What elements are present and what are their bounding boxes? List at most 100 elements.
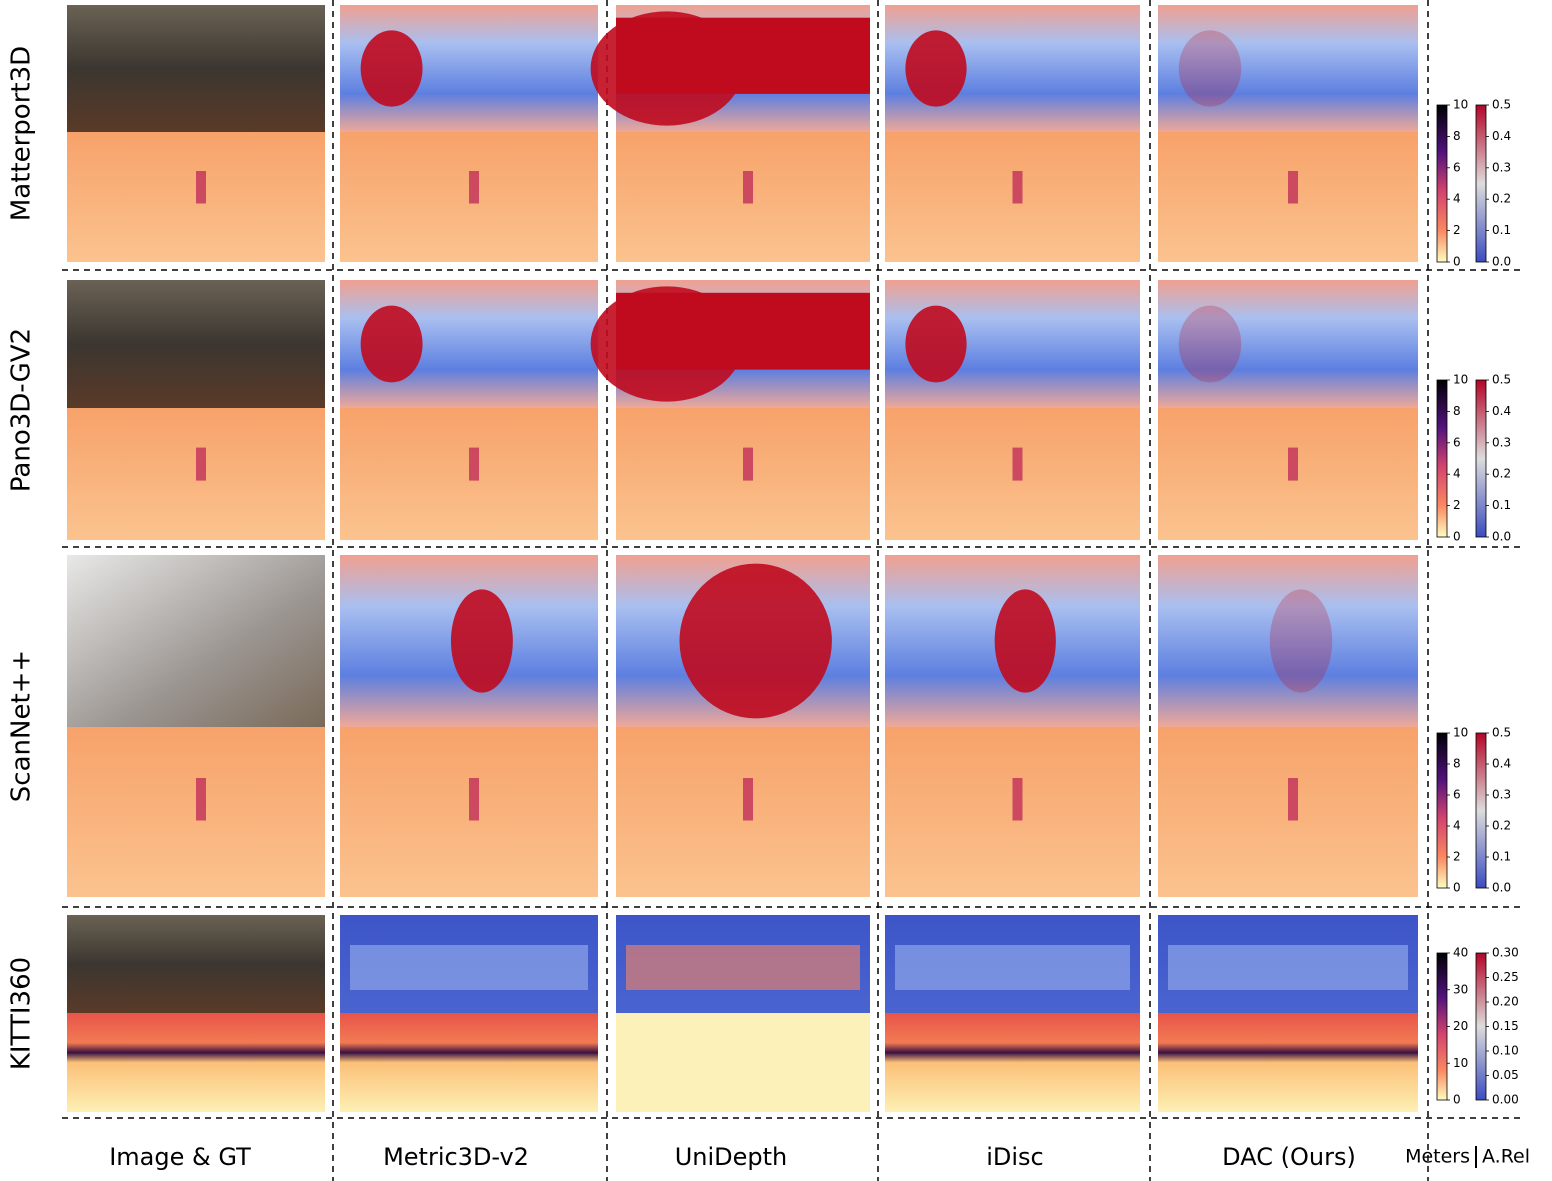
error-points	[626, 945, 860, 990]
colorbar-tick-label: 0.4	[1492, 404, 1511, 418]
input-image	[67, 915, 325, 1013]
depth-detail	[196, 171, 206, 204]
depth-map	[340, 1013, 598, 1112]
row-label: KITTI360	[7, 957, 37, 1070]
input-image	[67, 5, 325, 132]
row-label: ScanNet++	[7, 650, 37, 802]
column-label: Metric3D-v2	[383, 1143, 529, 1171]
colorbar-tick-label: 0.20	[1492, 995, 1519, 1009]
colorbar-tick-label: 0	[1453, 1093, 1461, 1107]
colorbar-tick-label: 4	[1453, 192, 1461, 206]
colorbar	[1475, 104, 1487, 263]
error-blob	[994, 589, 1056, 693]
colorbar-tick-label: 2	[1453, 223, 1461, 237]
colorbar-tick-label: 0.25	[1492, 970, 1519, 984]
depth-map	[1158, 1013, 1418, 1112]
error-blob	[905, 305, 967, 383]
error-blob	[360, 30, 423, 107]
colorbar-tick-label: 0	[1453, 255, 1461, 269]
colorbar-tick-label: 0.05	[1492, 1068, 1519, 1082]
depth-detail	[743, 778, 753, 821]
colorbar-tick-label: 0.30	[1492, 946, 1519, 960]
row-label: Pano3D-GV2	[7, 328, 37, 492]
colorbar-tick-label: 8	[1453, 404, 1461, 418]
colorbar-tick-label: 6	[1453, 788, 1461, 802]
colorbar	[1436, 379, 1448, 538]
colorbar-tick-label: 0.3	[1492, 435, 1511, 449]
column-label: DAC (Ours)	[1222, 1143, 1356, 1171]
colorbar-tick-label: 0.1	[1492, 223, 1511, 237]
row-label: Matterport3D	[7, 46, 37, 221]
error-points	[895, 945, 1130, 990]
depth-detail	[1012, 171, 1023, 204]
colorbar-tick-label: 30	[1453, 982, 1468, 996]
colorbar-tick-label: 0.10	[1492, 1044, 1519, 1058]
input-image	[67, 280, 325, 408]
depth-detail	[1012, 447, 1023, 481]
colorbar-tick-label: 0.15	[1492, 1019, 1519, 1033]
colorbar-tick-label: 10	[1453, 726, 1468, 740]
error-blob	[616, 17, 870, 94]
colorbar	[1436, 732, 1448, 889]
colorbar-tick-label: 10	[1453, 373, 1468, 387]
column-label: UniDepth	[675, 1143, 788, 1171]
depth-map	[616, 1013, 870, 1112]
column-label: iDisc	[986, 1143, 1044, 1171]
colorbar	[1475, 952, 1487, 1101]
colorbar-tick-label: 20	[1453, 1019, 1468, 1033]
colorbar-tick-label: 0.0	[1492, 881, 1511, 895]
error-blob	[360, 305, 423, 383]
colorbar-tick-label: 0.2	[1492, 192, 1511, 206]
colorbar-tick-label: 0.5	[1492, 726, 1511, 740]
colorbar-tick-label: 0.4	[1492, 757, 1511, 771]
colorbar-tick-label: 4	[1453, 467, 1461, 481]
error-map	[1158, 280, 1418, 408]
depth-detail	[1012, 778, 1023, 821]
depth-detail	[1288, 778, 1298, 821]
depth-detail	[469, 778, 479, 821]
depth-detail	[743, 447, 753, 481]
colorbar-tick-label: 0	[1453, 530, 1461, 544]
colorbar-tick-label: 0.2	[1492, 467, 1511, 481]
depth-detail	[743, 171, 753, 204]
depth-detail	[196, 778, 206, 821]
error-blob	[616, 292, 870, 370]
colorbar	[1475, 732, 1487, 889]
colorbar-tick-label: 6	[1453, 160, 1461, 174]
colorbar-tick-label: 0.4	[1492, 129, 1511, 143]
error-blob	[1178, 305, 1242, 383]
colorbar-tick-label: 8	[1453, 757, 1461, 771]
depth-detail	[469, 447, 479, 481]
error-blob	[1269, 589, 1333, 693]
colorbar-tick-label: 0.0	[1492, 530, 1511, 544]
legend-label: A.Rel	[1482, 1146, 1530, 1168]
depth-detail	[196, 447, 206, 481]
error-map	[1158, 5, 1418, 132]
colorbar-tick-label: 0.5	[1492, 98, 1511, 112]
colorbar-tick-label: 0.2	[1492, 819, 1511, 833]
error-map	[1158, 555, 1418, 727]
depth-detail	[1288, 447, 1298, 481]
colorbar-tick-label: 6	[1453, 435, 1461, 449]
colorbar-tick-label: 0.1	[1492, 850, 1511, 864]
input-image	[67, 555, 325, 727]
colorbar-tick-label: 2	[1453, 850, 1461, 864]
colorbar	[1436, 104, 1448, 263]
legend-label: Meters	[1405, 1146, 1470, 1168]
colorbar	[1475, 379, 1487, 538]
depth-map	[885, 1013, 1140, 1112]
colorbar-tick-label: 2	[1453, 498, 1461, 512]
colorbar-tick-label: 4	[1453, 819, 1461, 833]
colorbar-tick-label: 0.3	[1492, 160, 1511, 174]
colorbar	[1436, 952, 1448, 1101]
depth-detail	[1288, 171, 1298, 204]
colorbar-tick-label: 0	[1453, 881, 1461, 895]
error-blob	[905, 30, 967, 107]
colorbar-tick-label: 0.1	[1492, 498, 1511, 512]
colorbar-tick-label: 10	[1453, 1056, 1468, 1070]
error-blob	[679, 563, 832, 719]
column-label: Image & GT	[109, 1143, 251, 1171]
depth-map	[67, 1013, 325, 1112]
colorbar-tick-label: 0.5	[1492, 373, 1511, 387]
colorbar-tick-label: 40	[1453, 946, 1468, 960]
